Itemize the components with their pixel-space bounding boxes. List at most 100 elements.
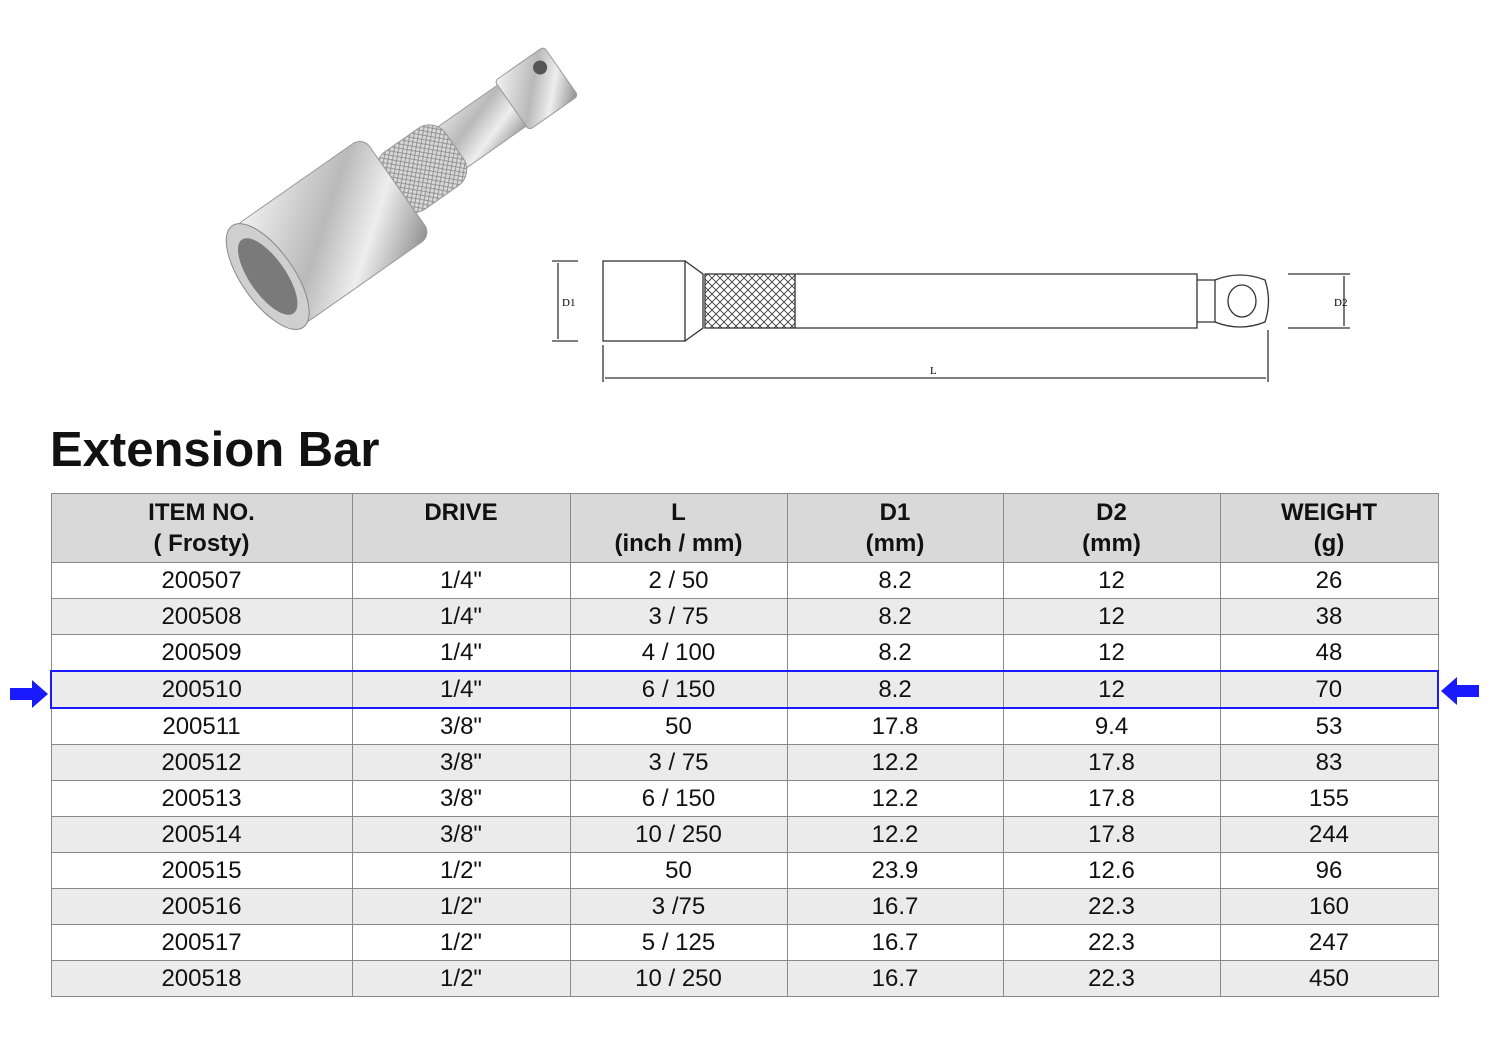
cell-d1: 12.2 (786, 816, 1004, 853)
header-d1: D1 (mm) (786, 493, 1004, 563)
cell-d1: 12.2 (786, 780, 1004, 817)
cell-weight: 26 (1219, 562, 1439, 599)
cell-d2: 22.3 (1002, 888, 1221, 925)
cell-d1: 8.2 (786, 562, 1004, 599)
cell-drive: 1/4" (351, 670, 571, 709)
cell-item-no: 200512 (50, 744, 353, 781)
header-line1: ITEM NO. (148, 499, 255, 526)
cell-item-no: 200508 (50, 598, 353, 635)
cell-weight: 70 (1219, 670, 1439, 709)
cell-item-no: 200516 (50, 888, 353, 925)
table-row: 200508 1/4" 3 / 75 8.2 12 38 (50, 598, 1439, 635)
cell-d1: 23.9 (786, 852, 1004, 889)
cell-weight: 48 (1219, 634, 1439, 672)
cell-item-no: 200510 (50, 670, 353, 709)
cell-drive: 3/8" (351, 744, 571, 781)
d1-label: D1 (562, 297, 575, 309)
cell-d1: 17.8 (786, 707, 1004, 745)
cell-drive: 1/4" (351, 598, 571, 635)
cell-d2: 12 (1002, 562, 1221, 599)
cell-drive: 1/2" (351, 852, 571, 889)
cell-length: 10 / 250 (569, 960, 788, 997)
table-row: 200517 1/2" 5 / 125 16.7 22.3 247 (50, 924, 1439, 961)
header-weight: WEIGHT (g) (1219, 493, 1439, 563)
cell-d2: 17.8 (1002, 744, 1221, 781)
cell-length: 3 / 75 (569, 598, 788, 635)
cell-drive: 1/2" (351, 960, 571, 997)
cell-length: 3 / 75 (569, 744, 788, 781)
cell-d1: 8.2 (786, 670, 1004, 709)
cell-item-no: 200515 (50, 852, 353, 889)
cell-d2: 22.3 (1002, 924, 1221, 961)
cell-d2: 12 (1002, 598, 1221, 635)
cell-item-no: 200511 (50, 707, 353, 745)
cell-weight: 155 (1219, 780, 1439, 817)
cell-weight: 160 (1219, 888, 1439, 925)
cell-weight: 96 (1219, 852, 1439, 889)
cell-d1: 12.2 (786, 744, 1004, 781)
cell-length: 4 / 100 (569, 634, 788, 672)
cell-weight: 247 (1219, 924, 1439, 961)
cell-d2: 22.3 (1002, 960, 1221, 997)
cell-d2: 12 (1002, 634, 1221, 672)
table-row: 200511 3/8" 50 17.8 9.4 53 (50, 707, 1439, 745)
cell-d1: 8.2 (786, 598, 1004, 635)
header-line2: (inch / mm) (614, 530, 743, 557)
header-row: ITEM NO. ( Frosty) DRIVE L (inch / mm) D1 (mm)… (50, 493, 1439, 563)
cell-d1: 16.7 (786, 924, 1004, 961)
table-row: 200512 3/8" 3 / 75 12.2 17.8 83 (50, 744, 1439, 781)
cell-d1: 8.2 (786, 634, 1004, 672)
cell-drive: 3/8" (351, 816, 571, 853)
header-line1: L (671, 499, 686, 526)
cell-weight: 53 (1219, 707, 1439, 745)
cell-item-no: 200513 (50, 780, 353, 817)
cell-drive: 1/4" (351, 562, 571, 599)
table-row: 200507 1/4" 2 / 50 8.2 12 26 (50, 562, 1439, 599)
table-row: 200518 1/2" 10 / 250 16.7 22.3 450 (50, 960, 1439, 997)
cell-weight: 450 (1219, 960, 1439, 997)
cell-length: 10 / 250 (569, 816, 788, 853)
cell-length: 50 (569, 707, 788, 745)
header-line2: (g) (1313, 530, 1345, 557)
header-line2: (mm) (1082, 530, 1141, 557)
row-pointer-right-arrow-icon (1441, 677, 1479, 705)
cell-item-no: 200517 (50, 924, 353, 961)
cell-d2: 17.8 (1002, 816, 1221, 853)
table-row: 200514 3/8" 10 / 250 12.2 17.8 244 (50, 816, 1439, 853)
cell-length: 2 / 50 (569, 562, 788, 599)
cell-item-no: 200507 (50, 562, 353, 599)
cell-drive: 3/8" (351, 707, 571, 745)
header-line1: WEIGHT (1281, 499, 1377, 526)
header-line1: DRIVE (424, 499, 498, 526)
cell-d1: 16.7 (786, 960, 1004, 997)
cell-item-no: 200518 (50, 960, 353, 997)
header-length: L (inch / mm) (569, 493, 788, 563)
cell-drive: 1/2" (351, 924, 571, 961)
product-photo (225, 47, 578, 330)
table-row: 200513 3/8" 6 / 150 12.2 17.8 155 (50, 780, 1439, 817)
cell-d2: 17.8 (1002, 780, 1221, 817)
cell-drive: 1/4" (351, 634, 571, 672)
header-line1: D1 (879, 499, 911, 526)
cell-drive: 1/2" (351, 888, 571, 925)
cell-d1: 16.7 (786, 888, 1004, 925)
page-title: Extension Bar (50, 423, 380, 477)
table-row: 200510 1/4" 6 / 150 8.2 12 70 (50, 670, 1439, 709)
cell-drive: 3/8" (351, 780, 571, 817)
table-row: 200515 1/2" 50 23.9 12.6 96 (50, 852, 1439, 889)
header-line2: (mm) (865, 530, 925, 557)
cell-length: 6 / 150 (569, 670, 788, 709)
cell-item-no: 200514 (50, 816, 353, 853)
l-label: L (930, 365, 937, 377)
cell-weight: 244 (1219, 816, 1439, 853)
header-drive: DRIVE (351, 493, 571, 563)
cell-d2: 12 (1002, 670, 1221, 709)
cell-length: 50 (569, 852, 788, 889)
table-row: 200509 1/4" 4 / 100 8.2 12 48 (50, 634, 1439, 672)
header-d2: D2 (mm) (1002, 493, 1221, 563)
cell-weight: 38 (1219, 598, 1439, 635)
cell-length: 6 / 150 (569, 780, 788, 817)
cell-length: 3 /75 (569, 888, 788, 925)
row-pointer-left-arrow-icon (10, 680, 48, 708)
dimension-drawing: D1 D2 L (552, 260, 1350, 382)
